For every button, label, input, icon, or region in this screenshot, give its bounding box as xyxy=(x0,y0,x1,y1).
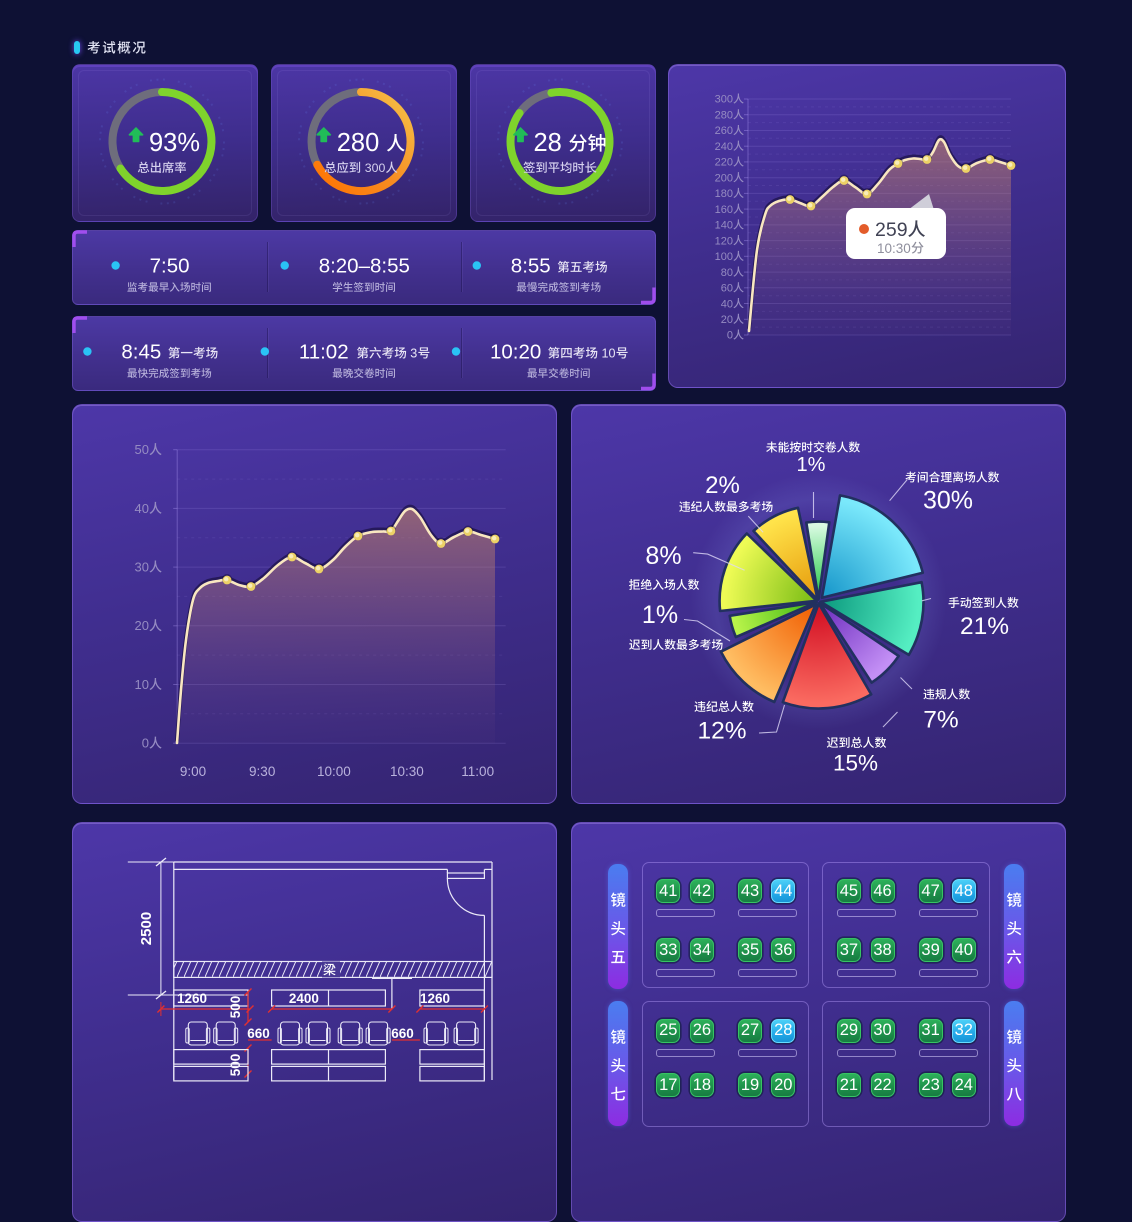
svg-text:8:20–8:55: 8:20–8:55 xyxy=(319,255,410,278)
svg-text:8%: 8% xyxy=(645,542,681,570)
svg-text:20: 20 xyxy=(721,314,733,326)
svg-text:2%: 2% xyxy=(705,472,740,499)
svg-text:11:00: 11:00 xyxy=(461,764,494,779)
svg-text:8:55: 8:55 xyxy=(511,255,551,278)
svg-text:140: 140 xyxy=(715,220,733,232)
svg-text:12%: 12% xyxy=(697,718,746,745)
svg-text:500: 500 xyxy=(228,996,243,1019)
svg-text:15%: 15% xyxy=(833,751,878,776)
svg-text:21%: 21% xyxy=(960,613,1009,640)
svg-text:0: 0 xyxy=(727,330,733,342)
svg-text:40: 40 xyxy=(721,298,733,310)
svg-text:10:30: 10:30 xyxy=(390,764,424,779)
svg-text:9:30: 9:30 xyxy=(249,764,275,779)
svg-text:60: 60 xyxy=(721,283,733,295)
svg-text:1%: 1% xyxy=(642,601,678,629)
svg-text:8:45: 8:45 xyxy=(121,341,161,364)
svg-text:300: 300 xyxy=(365,161,386,175)
svg-text:200: 200 xyxy=(715,172,733,184)
svg-text:0: 0 xyxy=(142,736,149,751)
svg-text:10:20: 10:20 xyxy=(490,341,541,364)
svg-text:220: 220 xyxy=(715,157,733,169)
svg-text:50: 50 xyxy=(135,442,149,457)
svg-text:7:50: 7:50 xyxy=(150,255,190,278)
svg-text:3: 3 xyxy=(407,347,418,361)
svg-text:300: 300 xyxy=(715,94,733,106)
svg-text:2400: 2400 xyxy=(289,991,319,1006)
svg-text:9:00: 9:00 xyxy=(180,764,206,779)
svg-text:280: 280 xyxy=(337,129,380,157)
svg-text:1260: 1260 xyxy=(177,991,207,1006)
svg-text:100: 100 xyxy=(715,251,733,263)
svg-text:30%: 30% xyxy=(923,487,973,515)
svg-text:80: 80 xyxy=(721,267,733,279)
svg-text:30: 30 xyxy=(135,560,149,575)
svg-text:260: 260 xyxy=(715,125,733,137)
svg-text:7%: 7% xyxy=(923,707,958,734)
svg-text:20: 20 xyxy=(135,618,149,633)
svg-text:240: 240 xyxy=(715,141,733,153)
svg-text:500: 500 xyxy=(228,1054,243,1077)
svg-text:40: 40 xyxy=(135,501,149,516)
svg-text:28: 28 xyxy=(533,129,561,157)
svg-text:1260: 1260 xyxy=(420,991,450,1006)
svg-text:1%: 1% xyxy=(797,454,826,476)
svg-text:10:00: 10:00 xyxy=(317,764,351,779)
svg-text:10: 10 xyxy=(135,677,149,692)
svg-text:2500: 2500 xyxy=(138,912,155,945)
svg-text:259: 259 xyxy=(875,219,908,241)
svg-text:10: 10 xyxy=(598,347,616,361)
svg-text:280: 280 xyxy=(715,110,733,122)
svg-text:160: 160 xyxy=(715,204,733,216)
svg-text:93%: 93% xyxy=(149,129,200,157)
svg-text:10:30: 10:30 xyxy=(877,241,911,256)
svg-text:660: 660 xyxy=(247,1026,270,1041)
svg-text:660: 660 xyxy=(391,1026,414,1041)
svg-text:180: 180 xyxy=(715,188,733,200)
svg-text:120: 120 xyxy=(715,235,733,247)
svg-text:11:02: 11:02 xyxy=(299,341,349,364)
